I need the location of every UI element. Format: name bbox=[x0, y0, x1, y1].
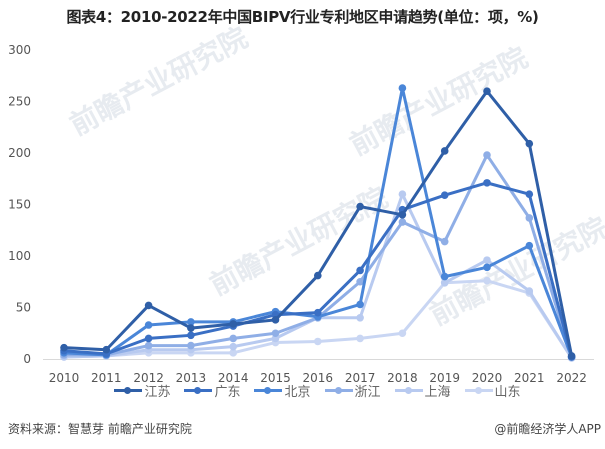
data-point bbox=[314, 271, 322, 280]
data-point bbox=[483, 151, 491, 159]
x-tick-label: 2018 bbox=[387, 371, 418, 385]
y-tick-label: 50 bbox=[16, 301, 31, 315]
data-point bbox=[314, 337, 322, 346]
y-tick-label: 200 bbox=[8, 146, 31, 160]
data-point bbox=[525, 214, 534, 222]
x-tick-label: 2015 bbox=[260, 371, 291, 385]
data-point bbox=[229, 334, 237, 343]
legend-marker-icon bbox=[464, 387, 493, 394]
legend-marker-icon bbox=[114, 387, 143, 394]
data-point bbox=[187, 318, 195, 326]
legend-marker-icon bbox=[324, 387, 353, 394]
data-point bbox=[483, 87, 491, 95]
data-point bbox=[229, 342, 237, 351]
x-tick-label: 2011 bbox=[91, 371, 122, 385]
y-tick-label: 250 bbox=[8, 95, 31, 109]
data-point bbox=[440, 147, 449, 155]
data-point bbox=[271, 329, 280, 338]
data-point bbox=[356, 334, 364, 343]
data-point bbox=[60, 343, 68, 352]
y-tick-label: 150 bbox=[8, 198, 31, 212]
data-point bbox=[525, 287, 534, 295]
legend-label: 山东 bbox=[494, 385, 521, 400]
x-tick-label: 2020 bbox=[472, 371, 503, 385]
data-point bbox=[187, 331, 195, 340]
data-point bbox=[144, 341, 153, 350]
x-tick-label: 2010 bbox=[49, 371, 80, 385]
legend-item: 浙江 bbox=[324, 381, 381, 400]
data-point bbox=[398, 211, 407, 219]
data-point bbox=[102, 345, 111, 354]
data-point bbox=[229, 320, 237, 328]
data-point bbox=[483, 179, 491, 187]
legend-item: 江苏 bbox=[114, 381, 170, 400]
data-point bbox=[187, 324, 195, 332]
data-point bbox=[398, 218, 407, 226]
legend-label: 上海 bbox=[424, 385, 451, 400]
legend: 江苏 广东 北京 浙江 上海 山东 bbox=[0, 381, 605, 400]
legend-label: 浙江 bbox=[354, 385, 381, 400]
series-北京 bbox=[60, 84, 576, 361]
x-axis: 2010 2011 2012 2013 2014 2015 2016 2017 2018 2019… bbox=[49, 371, 587, 385]
x-tick-label: 2013 bbox=[176, 371, 207, 385]
x-tick-label: 2019 bbox=[429, 371, 460, 385]
x-tick-label: 2016 bbox=[303, 371, 334, 385]
data-point bbox=[483, 276, 491, 285]
data-point bbox=[440, 191, 449, 200]
legend-label: 北京 bbox=[284, 385, 311, 400]
data-point bbox=[525, 139, 534, 148]
data-point bbox=[567, 352, 576, 360]
x-tick-label: 2014 bbox=[218, 371, 249, 385]
legend-marker-icon bbox=[394, 387, 423, 394]
data-point bbox=[440, 278, 449, 287]
data-point bbox=[144, 321, 153, 329]
y-tick-label: 0 bbox=[23, 352, 31, 366]
data-point bbox=[356, 277, 364, 286]
data-point bbox=[483, 263, 491, 272]
y-tick-label: 300 bbox=[8, 43, 31, 57]
data-point bbox=[356, 300, 364, 309]
credit-note: @前瞻经济学人APP bbox=[494, 422, 601, 436]
series-江苏 bbox=[60, 87, 576, 360]
data-point bbox=[398, 190, 407, 198]
y-axis: 0 50 100 150 200 250 300 bbox=[8, 43, 31, 366]
x-tick-label: 2022 bbox=[556, 371, 587, 385]
legend-item: 广东 bbox=[184, 381, 240, 400]
data-point bbox=[144, 301, 153, 310]
legend-item: 北京 bbox=[254, 381, 311, 400]
data-point bbox=[229, 349, 237, 357]
data-point bbox=[271, 316, 280, 324]
data-point bbox=[483, 256, 491, 264]
legend-item: 上海 bbox=[394, 381, 451, 400]
y-tick-label: 100 bbox=[8, 249, 31, 263]
data-point bbox=[356, 266, 364, 275]
x-tick-label: 2017 bbox=[345, 371, 376, 385]
legend-marker-icon bbox=[254, 387, 283, 394]
data-point bbox=[144, 334, 153, 343]
data-point bbox=[356, 202, 364, 211]
data-point bbox=[440, 272, 449, 281]
legend-item: 山东 bbox=[464, 381, 521, 400]
data-point bbox=[525, 241, 534, 250]
legend-marker-icon bbox=[184, 387, 213, 394]
x-tick-label: 2021 bbox=[514, 371, 545, 385]
data-point bbox=[525, 190, 534, 198]
data-point bbox=[398, 329, 407, 338]
series-浙江 bbox=[60, 151, 576, 361]
legend-label: 江苏 bbox=[144, 385, 171, 400]
data-point bbox=[314, 308, 322, 317]
data-point bbox=[440, 237, 449, 246]
legend-label: 广东 bbox=[214, 385, 241, 400]
x-tick-label: 2012 bbox=[133, 371, 164, 385]
data-point bbox=[187, 341, 195, 350]
chart-title: 图表4：2010-2022年中国BIPV行业专利地区申请趋势(单位：项，%) bbox=[66, 8, 539, 26]
data-point bbox=[398, 84, 407, 92]
source-note: 资料来源：智慧芽 前瞻产业研究院 bbox=[8, 422, 192, 436]
series-group bbox=[60, 84, 576, 362]
data-point bbox=[356, 314, 364, 322]
